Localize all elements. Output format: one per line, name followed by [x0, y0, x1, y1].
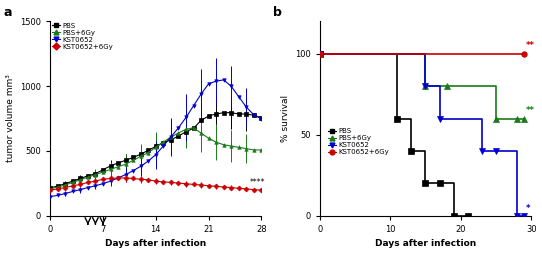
Legend: PBS, PBS+6Gy, KST0652, KST0652+6Gy: PBS, PBS+6Gy, KST0652, KST0652+6Gy	[327, 128, 389, 155]
Legend: PBS, PBS+6Gy, KST0652, KST0652+6Gy: PBS, PBS+6Gy, KST0652, KST0652+6Gy	[51, 23, 113, 50]
Text: a: a	[4, 6, 12, 19]
Y-axis label: % survival: % survival	[281, 95, 289, 142]
X-axis label: Days after infection: Days after infection	[105, 240, 207, 248]
Text: **: **	[526, 106, 534, 115]
Text: *: *	[526, 204, 530, 213]
Text: **: **	[526, 41, 534, 50]
X-axis label: Days after infection: Days after infection	[375, 240, 476, 248]
Y-axis label: tumor volume mm³: tumor volume mm³	[5, 75, 15, 163]
Text: ****: ****	[250, 178, 266, 187]
Text: b: b	[273, 6, 282, 19]
